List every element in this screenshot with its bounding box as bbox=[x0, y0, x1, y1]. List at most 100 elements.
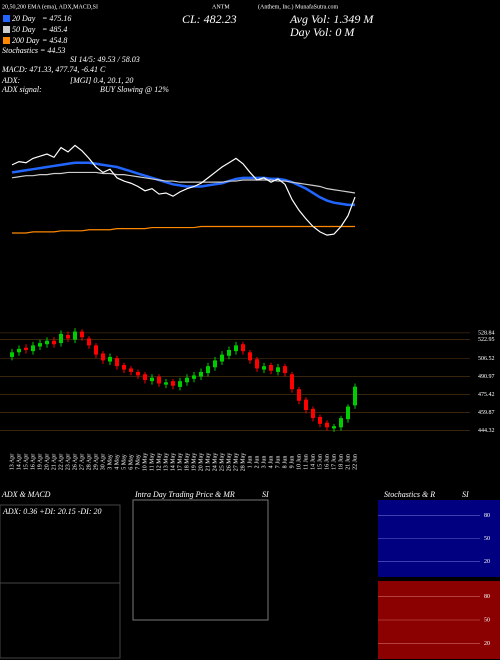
candle-body bbox=[234, 345, 238, 352]
candle-body bbox=[206, 366, 210, 374]
intra-title: Intra Day Trading Price & MR bbox=[134, 490, 235, 499]
candle-body bbox=[332, 426, 336, 429]
candle-body bbox=[129, 368, 133, 372]
indicator-tick: 20 bbox=[484, 559, 490, 565]
indicator-tick: 20 bbox=[484, 641, 490, 647]
y-tick-label: 522.95 bbox=[478, 337, 495, 343]
x-tick-label: 21 May bbox=[205, 453, 211, 472]
x-tick-label: 20 May bbox=[198, 453, 204, 472]
x-tick-label: 18 Jun bbox=[338, 454, 344, 470]
candle-body bbox=[346, 406, 350, 420]
x-tick-label: 13 Apr bbox=[9, 454, 15, 471]
ema-line bbox=[11, 171, 356, 194]
intra-panel bbox=[132, 499, 269, 621]
candle-body bbox=[150, 377, 154, 382]
candle-body bbox=[17, 348, 21, 353]
indicator-tick: 80 bbox=[484, 594, 490, 600]
x-tick-label: 2 Jun bbox=[254, 456, 260, 469]
ema-line bbox=[12, 225, 355, 234]
x-tick-label: 17 Jun bbox=[331, 454, 337, 470]
x-tick-label: 19 May bbox=[191, 453, 197, 472]
x-tick-label: 8 Jun bbox=[282, 456, 288, 469]
candle-body bbox=[66, 335, 70, 339]
candle-body bbox=[45, 340, 49, 345]
candle-body bbox=[73, 331, 77, 340]
x-tick-label: 11 Jun bbox=[303, 454, 309, 470]
company: (Anthem, Inc.) MunafaSutra.com bbox=[258, 3, 338, 10]
candle-body bbox=[94, 345, 98, 355]
day-vol: Day Vol: 0 M bbox=[289, 25, 355, 39]
y-tick-label: 475.42 bbox=[478, 392, 495, 398]
candle-body bbox=[276, 367, 280, 372]
candle-body bbox=[38, 343, 42, 347]
legend-swatch bbox=[3, 37, 10, 44]
x-tick-label: 13 May bbox=[163, 453, 169, 472]
legend-value: = 454.8 bbox=[42, 36, 67, 45]
ema-line bbox=[11, 161, 355, 207]
candle-body bbox=[80, 331, 84, 338]
candle-body bbox=[325, 422, 329, 428]
x-tick-label: 5 May bbox=[121, 454, 127, 470]
price-line bbox=[11, 144, 356, 236]
candle-body bbox=[101, 353, 105, 361]
legend-swatch bbox=[3, 15, 10, 22]
legend-value: = 475.16 bbox=[42, 14, 71, 23]
x-tick-label: 28 May bbox=[240, 453, 246, 472]
legend-name: 20 Day bbox=[12, 14, 36, 23]
x-tick-label: 19 Apr bbox=[37, 454, 43, 471]
x-tick-label: 9 Jun bbox=[289, 456, 295, 469]
x-tick-label: 23 Apr bbox=[65, 454, 71, 471]
x-tick-label: 21 Jun bbox=[345, 454, 351, 470]
y-tick-label: 490.97 bbox=[478, 374, 495, 380]
candle-body bbox=[297, 389, 301, 401]
avg-vol: Avg Vol: 1.349 M bbox=[289, 12, 374, 26]
x-tick-label: 15 Jun bbox=[317, 454, 323, 470]
x-tick-label: 16 Apr bbox=[30, 454, 36, 471]
x-tick-label: 22 Apr bbox=[58, 454, 64, 471]
x-tick-label: 6 May bbox=[128, 454, 134, 470]
candle-body bbox=[24, 347, 28, 350]
x-tick-label: 27 May bbox=[233, 453, 239, 472]
x-tick-label: 14 Apr bbox=[16, 454, 22, 471]
candle-body bbox=[213, 360, 217, 368]
candle-body bbox=[262, 366, 266, 370]
candle-body bbox=[185, 377, 189, 383]
x-tick-label: 24 May bbox=[212, 453, 218, 472]
x-tick-label: 27 Apr bbox=[79, 454, 85, 471]
y-tick-label: 459.87 bbox=[478, 410, 495, 416]
candle-body bbox=[171, 381, 175, 386]
legend-name: 50 Day bbox=[12, 25, 36, 34]
x-tick-label: 30 Apr bbox=[100, 454, 106, 471]
indicator-tick: 50 bbox=[484, 536, 490, 542]
candle-body bbox=[136, 371, 140, 376]
x-tick-label: 7 Jun bbox=[275, 456, 281, 469]
y-tick-label: 528.84 bbox=[478, 330, 495, 336]
x-tick-label: 4 Jun bbox=[268, 456, 274, 469]
x-tick-label: 4 May bbox=[114, 454, 120, 470]
x-tick-label: 12 May bbox=[156, 453, 162, 472]
x-tick-label: 25 May bbox=[219, 453, 225, 472]
candle-body bbox=[164, 382, 168, 385]
candle-body bbox=[290, 374, 294, 390]
indicator-tick: 50 bbox=[484, 617, 490, 623]
mgi: [MGI] 0.4, 20.1, 20 bbox=[70, 76, 133, 85]
macd: MACD: 471.33, 477.74, -6.41 C bbox=[1, 65, 106, 74]
x-tick-label: 3 May bbox=[107, 454, 113, 470]
candle-body bbox=[178, 381, 182, 387]
legend-swatch bbox=[3, 26, 10, 33]
x-tick-label: 10 Jun bbox=[296, 454, 302, 470]
candle-body bbox=[87, 338, 91, 346]
candle-body bbox=[304, 399, 308, 410]
stochastics: Stochastics = 44.53 bbox=[2, 46, 65, 55]
candle-body bbox=[59, 333, 63, 344]
x-tick-label: 11 May bbox=[149, 453, 155, 471]
legend-name: 200 Day bbox=[12, 36, 40, 45]
x-tick-label: 26 May bbox=[226, 453, 232, 472]
x-tick-label: 29 Apr bbox=[93, 454, 99, 471]
x-tick-label: 15 Apr bbox=[23, 454, 29, 471]
x-tick-label: 3 Jun bbox=[261, 456, 267, 469]
x-tick-label: 28 Apr bbox=[86, 454, 92, 471]
candle-body bbox=[241, 344, 245, 352]
